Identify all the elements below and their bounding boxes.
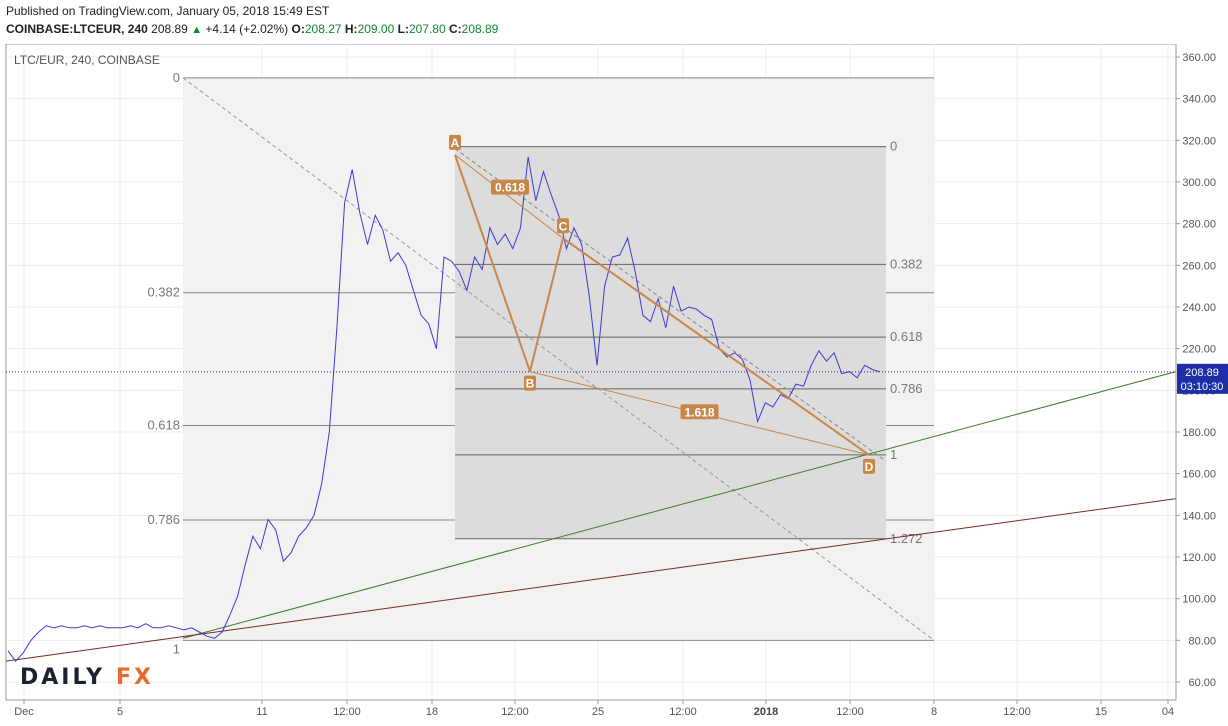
- pattern-point-badge: [524, 375, 536, 391]
- price-tick-label: 280.00: [1182, 219, 1216, 231]
- time-tick-label: 04: [1162, 706, 1174, 718]
- last-price: 208.89: [151, 22, 188, 36]
- red-trendline: [5, 498, 1177, 662]
- time-tick-label: 2018: [754, 706, 778, 718]
- fib-small-level-label: 1.272: [890, 531, 923, 546]
- pattern-ratio-label: 1.618: [684, 405, 714, 419]
- price-tick-label: 180.00: [1182, 427, 1216, 439]
- pattern-point-badge: [557, 218, 569, 234]
- fib-large-level-label: 1: [173, 641, 180, 656]
- chart-symbol-label: LTC/EUR, 240, COINBASE: [14, 53, 160, 67]
- price-tick-label: 60.00: [1188, 677, 1216, 689]
- time-tick-label: 15: [1095, 706, 1107, 718]
- dailyfx-logo: DAILY FX: [20, 665, 154, 690]
- pattern-point-badge: [863, 458, 875, 474]
- current-price-label: 208.89: [1185, 367, 1219, 379]
- pattern-leg: [529, 238, 564, 372]
- long-trendlines[interactable]: [5, 371, 1177, 662]
- pattern-point-label: A: [451, 136, 460, 150]
- time-tick-label: 18: [426, 706, 438, 718]
- price-chart[interactable]: 0 0.382 0.618 0.786 1 0 0.382 0.618 0.786 1 1.272…: [0, 44, 1228, 726]
- fib-small-level-label: 1: [890, 447, 897, 462]
- fib-large-level-label: 0.618: [147, 417, 180, 432]
- time-tick-label: 12:00: [669, 706, 697, 718]
- price-tick-label: 340.00: [1182, 94, 1216, 106]
- green-trendline: [182, 371, 1177, 639]
- open-label: O:: [291, 22, 305, 36]
- countdown-label: 03:10:30: [1181, 381, 1224, 393]
- price-tick-label: 80.00: [1188, 635, 1216, 647]
- price-tick-label: 140.00: [1182, 510, 1216, 522]
- published-caption: Published on TradingView.com, January 05…: [6, 4, 330, 18]
- chart-header: Published on TradingView.com, January 05…: [0, 0, 1228, 44]
- price-tick-label: 360.00: [1182, 52, 1216, 64]
- price-tick-label: 320.00: [1182, 135, 1216, 147]
- pattern-leg: [454, 154, 531, 372]
- fib-small-level-label: 0: [890, 139, 897, 154]
- up-triangle-icon: ▲: [191, 24, 203, 36]
- price-tick-label: 100.00: [1182, 594, 1216, 606]
- high-label: H:: [344, 22, 358, 36]
- fib-small-level-label: 0.786: [890, 381, 923, 396]
- svg-text:DAILY: DAILY: [20, 665, 105, 690]
- price-change: +4.14 (+2.02%): [205, 22, 289, 36]
- fib-small-area: [455, 146, 886, 539]
- abcd-pattern[interactable]: A B C D 0.618 1.618: [449, 134, 875, 474]
- pattern-point-label: C: [559, 219, 568, 233]
- low-value: 207.80: [408, 22, 446, 36]
- ohlc-legend: COINBASE:LTCEUR, 240 208.89 ▲ +4.14 (+2.…: [6, 22, 498, 36]
- price-line: [7, 156, 881, 662]
- close-label: C:: [448, 22, 462, 36]
- pattern-ratio-label: 0.618: [495, 181, 525, 195]
- pattern-point-label: B: [526, 377, 535, 391]
- time-tick-label: 12:00: [333, 706, 361, 718]
- pattern-point-label: D: [865, 460, 874, 474]
- fib-small-level-label: 0.382: [890, 256, 923, 271]
- high-value: 209.00: [357, 22, 395, 36]
- fib-large-level-label: 0: [173, 70, 180, 85]
- price-tick-label: 160.00: [1182, 469, 1216, 481]
- price-tick-label: 260.00: [1182, 260, 1216, 272]
- fib-small-level-label: 0.618: [890, 329, 923, 344]
- time-tick-label: 12:00: [501, 706, 529, 718]
- low-label: L:: [397, 22, 409, 36]
- time-tick-label: 25: [592, 706, 604, 718]
- fib-large-level-label: 0.786: [147, 512, 180, 527]
- pattern-ratio-line: [454, 154, 564, 239]
- price-tick-label: 240.00: [1182, 302, 1216, 314]
- time-tick-label: 12:00: [836, 706, 864, 718]
- time-tick-label: 5: [117, 706, 123, 718]
- fib-large-diagonal: [182, 77, 935, 641]
- time-tick-label: 8: [931, 706, 937, 718]
- time-tick-label: 11: [256, 706, 267, 718]
- current-price-tag: [1177, 363, 1228, 394]
- pattern-leg: [562, 237, 870, 456]
- price-series: [6, 156, 1176, 662]
- time-axis[interactable]: Dec 5 11 12:00 18 12:00 25 12:00 2018 12:00 8 12:00…: [6, 699, 1176, 718]
- time-tick-label: 12:00: [1003, 706, 1031, 718]
- fib-retracement-small[interactable]: 0 0.382 0.618 0.786 1 1.272: [455, 139, 923, 546]
- price-tick-label: 220.00: [1182, 344, 1216, 356]
- price-tick-label: 120.00: [1182, 552, 1216, 564]
- svg-text:FX: FX: [116, 665, 154, 690]
- open-value: 208.27: [304, 22, 342, 36]
- pattern-ratio-badge: [491, 179, 529, 195]
- price-tick-label: 300.00: [1182, 177, 1216, 189]
- symbol-label: COINBASE:LTCEUR, 240: [6, 22, 148, 36]
- price-axis[interactable]: 60.00 80.00 100.00 120.00 140.00 160.00 180.00…: [1175, 44, 1228, 700]
- time-tick-label: Dec: [14, 706, 34, 718]
- close-value: 208.89: [461, 22, 499, 36]
- pattern-point-badge: [449, 134, 461, 150]
- fib-large-level-label: 0.382: [147, 285, 180, 300]
- pattern-ratio-badge: [680, 404, 719, 420]
